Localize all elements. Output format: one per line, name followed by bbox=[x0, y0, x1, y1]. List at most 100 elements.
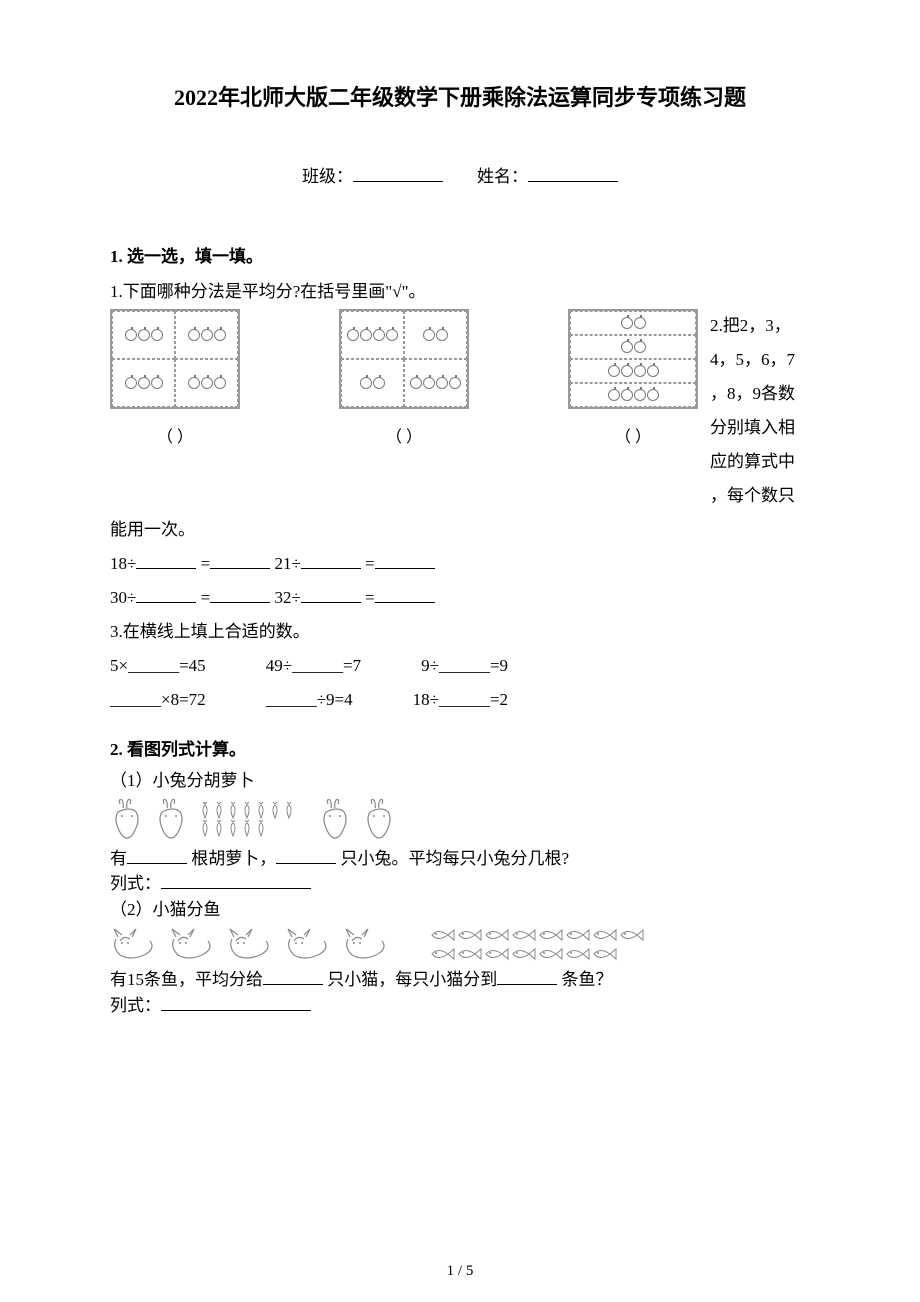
student-info-row: 班级： 姓名： bbox=[110, 162, 810, 187]
fish-icon bbox=[430, 926, 456, 944]
cat-icon bbox=[284, 927, 332, 963]
apple-icon bbox=[386, 329, 398, 341]
apple-icon bbox=[214, 377, 226, 389]
class-blank[interactable] bbox=[353, 181, 443, 182]
apple-icon bbox=[621, 389, 633, 401]
apple-icon bbox=[436, 377, 448, 389]
rabbit-icon bbox=[318, 798, 352, 842]
eq-text: 30÷ bbox=[110, 588, 136, 607]
apple-icon bbox=[125, 377, 137, 389]
eq-blank[interactable] bbox=[210, 602, 270, 603]
fish-icon bbox=[538, 945, 564, 963]
apple-icon bbox=[138, 329, 150, 341]
box-label-1[interactable]: （ ） bbox=[110, 423, 240, 447]
q1-layout: （ ） （ ） bbox=[110, 309, 810, 513]
carrot-group bbox=[198, 798, 308, 842]
rt-line: ，8，9各数 bbox=[710, 377, 810, 411]
fish-icon bbox=[592, 926, 618, 944]
apple-icon bbox=[138, 377, 150, 389]
box-label-2[interactable]: （ ） bbox=[339, 423, 469, 447]
apple-icon bbox=[647, 389, 659, 401]
grid-box-1 bbox=[110, 309, 240, 409]
eq-blank[interactable] bbox=[136, 602, 196, 603]
fish-icon bbox=[511, 926, 537, 944]
eq-blank[interactable] bbox=[136, 568, 196, 569]
apple-icon bbox=[201, 377, 213, 389]
rt-line: 分别填入相 bbox=[710, 411, 810, 445]
eq-text: = bbox=[365, 554, 375, 573]
q1-eq2-line2: 30÷ = 32÷ = bbox=[110, 581, 810, 615]
name-blank[interactable] bbox=[528, 181, 618, 182]
cat-icon bbox=[226, 927, 274, 963]
fish-icon bbox=[457, 945, 483, 963]
cell bbox=[112, 359, 175, 407]
cell bbox=[570, 383, 696, 407]
apple-icon bbox=[188, 377, 200, 389]
name-label: 姓名： bbox=[477, 167, 528, 186]
apple-icon bbox=[634, 389, 646, 401]
fish-icon bbox=[484, 945, 510, 963]
split-box-1: （ ） bbox=[110, 309, 240, 447]
p2-blank2[interactable] bbox=[497, 984, 557, 985]
fish-group bbox=[430, 926, 660, 963]
carrot-icon bbox=[198, 802, 212, 820]
cat-fish-figure bbox=[110, 926, 810, 963]
rabbit-icon bbox=[110, 798, 144, 842]
q1-sub1: 1.下面哪种分法是平均分?在括号里画"√"。 bbox=[110, 275, 810, 309]
fish-icon bbox=[511, 945, 537, 963]
split-boxes-area: （ ） （ ） bbox=[110, 309, 698, 447]
carrot-icon bbox=[226, 802, 240, 820]
apple-icon bbox=[608, 389, 620, 401]
q1-sub3: 3.在横线上填上合适的数。 bbox=[110, 615, 810, 649]
apple-icon bbox=[188, 329, 200, 341]
q2-p1-line: 有 根胡萝卜， 只小兔。平均每只小兔分几根? bbox=[110, 846, 810, 872]
p1-eq-label: 列式： bbox=[110, 874, 161, 893]
cell bbox=[112, 311, 175, 359]
cell bbox=[341, 359, 404, 407]
carrot-icon bbox=[240, 820, 254, 838]
fish-icon bbox=[619, 926, 645, 944]
apple-icon bbox=[449, 377, 461, 389]
eq-text: 18÷ bbox=[110, 554, 136, 573]
eq-blank[interactable] bbox=[375, 568, 435, 569]
eq-cell: 18÷______=2 bbox=[413, 683, 508, 717]
apple-icon bbox=[201, 329, 213, 341]
q2-p2-title: （2）小猫分鱼 bbox=[110, 897, 810, 923]
apple-icon bbox=[373, 377, 385, 389]
eq-blank[interactable] bbox=[210, 568, 270, 569]
cat-icon bbox=[110, 927, 158, 963]
eq-blank[interactable] bbox=[375, 602, 435, 603]
fish-icon bbox=[565, 945, 591, 963]
p2-blank1[interactable] bbox=[263, 984, 323, 985]
grid-box-2 bbox=[339, 309, 469, 409]
p2-eq-blank[interactable] bbox=[161, 1010, 311, 1011]
apple-icon bbox=[360, 377, 372, 389]
carrot-icon bbox=[212, 802, 226, 820]
eq-blank[interactable] bbox=[301, 568, 361, 569]
eq-cell: ______÷9=4 bbox=[266, 683, 353, 717]
apple-icon bbox=[634, 365, 646, 377]
q2-p2-line: 有15条鱼，平均分给 只小猫，每只小猫分到 条鱼？ bbox=[110, 967, 810, 993]
rt-line: 4，5，6，7 bbox=[710, 343, 810, 377]
p1-eq-blank[interactable] bbox=[161, 888, 311, 889]
p1-blank1[interactable] bbox=[127, 863, 187, 864]
fish-icon bbox=[565, 926, 591, 944]
apple-icon bbox=[621, 341, 633, 353]
apple-icon bbox=[347, 329, 359, 341]
box-label-3[interactable]: （ ） bbox=[568, 423, 698, 447]
q1-sub2-right: 2.把2，3， 4，5，6，7 ，8，9各数 分别填入相 应的算式中 ，每个数只 bbox=[710, 309, 810, 513]
carrot-icon bbox=[282, 802, 296, 820]
q2-p2-equation: 列式： bbox=[110, 993, 810, 1019]
carrot-icon bbox=[198, 820, 212, 838]
p2-t0: 有15条鱼，平均分给 bbox=[110, 970, 263, 989]
split-box-3: （ ） bbox=[568, 309, 698, 447]
p1-blank2[interactable] bbox=[276, 863, 336, 864]
eq-cell: 9÷______=9 bbox=[421, 649, 508, 683]
eq-cell: 5×______=45 bbox=[110, 649, 206, 683]
eq-blank[interactable] bbox=[301, 602, 361, 603]
q1-eq3-row2: ______×8=72 ______÷9=4 18÷______=2 bbox=[110, 683, 810, 717]
cell bbox=[341, 311, 404, 359]
eq-cell: 49÷______=7 bbox=[266, 649, 361, 683]
page-number: 1 / 5 bbox=[0, 1263, 920, 1280]
q2-p1-title: （1）小兔分胡萝卜 bbox=[110, 768, 810, 794]
